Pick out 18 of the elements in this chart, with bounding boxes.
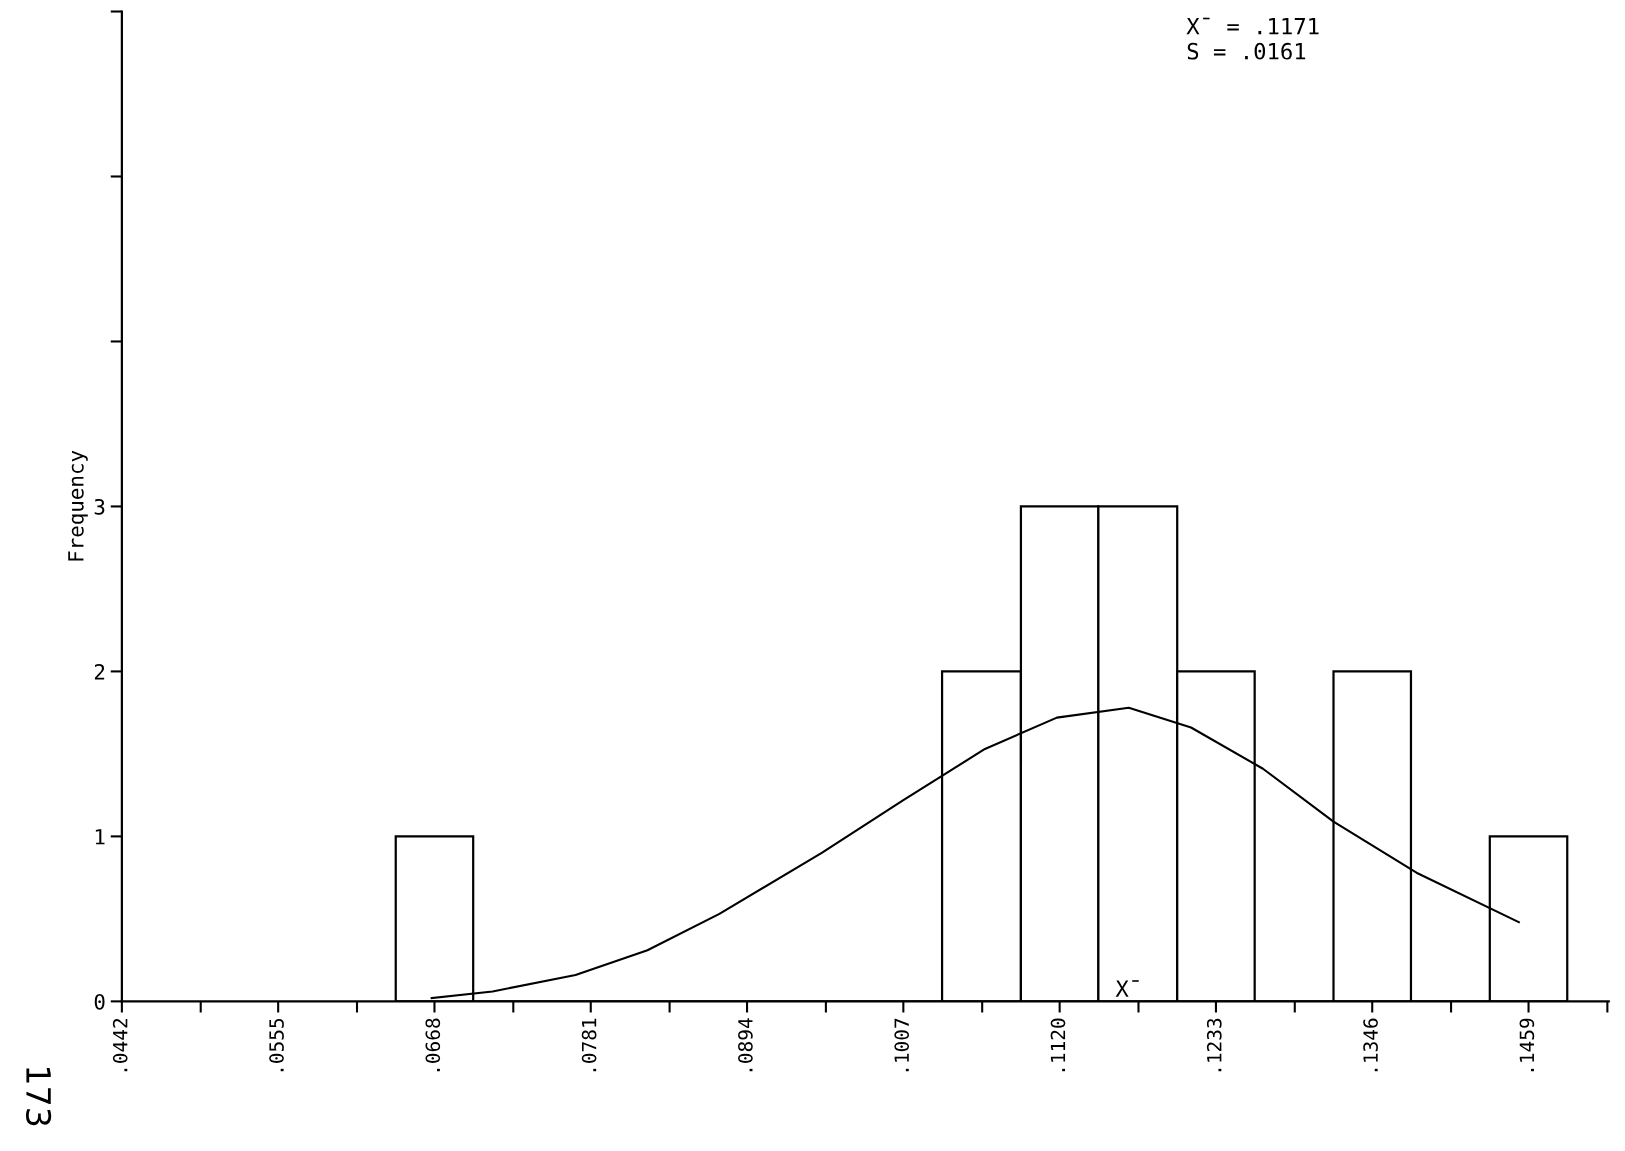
text: 173: [25, 1068, 52, 1126]
x-tick-label: .1233: [1206, 1018, 1222, 1072]
x-tick-label: .0442: [112, 1018, 128, 1072]
x-tick-label: .1459: [1519, 1018, 1535, 1072]
y-tick-label: 3: [94, 498, 105, 515]
y-tick-label: 1: [95, 829, 105, 845]
annotation: X̄: [1115, 980, 1139, 997]
x-tick-label: .1120: [1050, 1018, 1066, 1072]
x-tick-label: .0781: [581, 1018, 597, 1072]
y-tick-label: 0: [94, 993, 105, 1010]
annotation: X̄ = .1171 S = .0161: [1186, 17, 1319, 60]
y-axis-title: Frequency: [68, 450, 88, 561]
x-tick-label: .0894: [738, 1018, 753, 1072]
x-tick-label: .0555: [269, 1018, 284, 1072]
x-tick-label: .0668: [425, 1018, 441, 1072]
x-tick-label: .1007: [894, 1018, 910, 1072]
y-tick-label: 2: [94, 663, 105, 680]
x-tick-label: .1346: [1363, 1018, 1378, 1072]
